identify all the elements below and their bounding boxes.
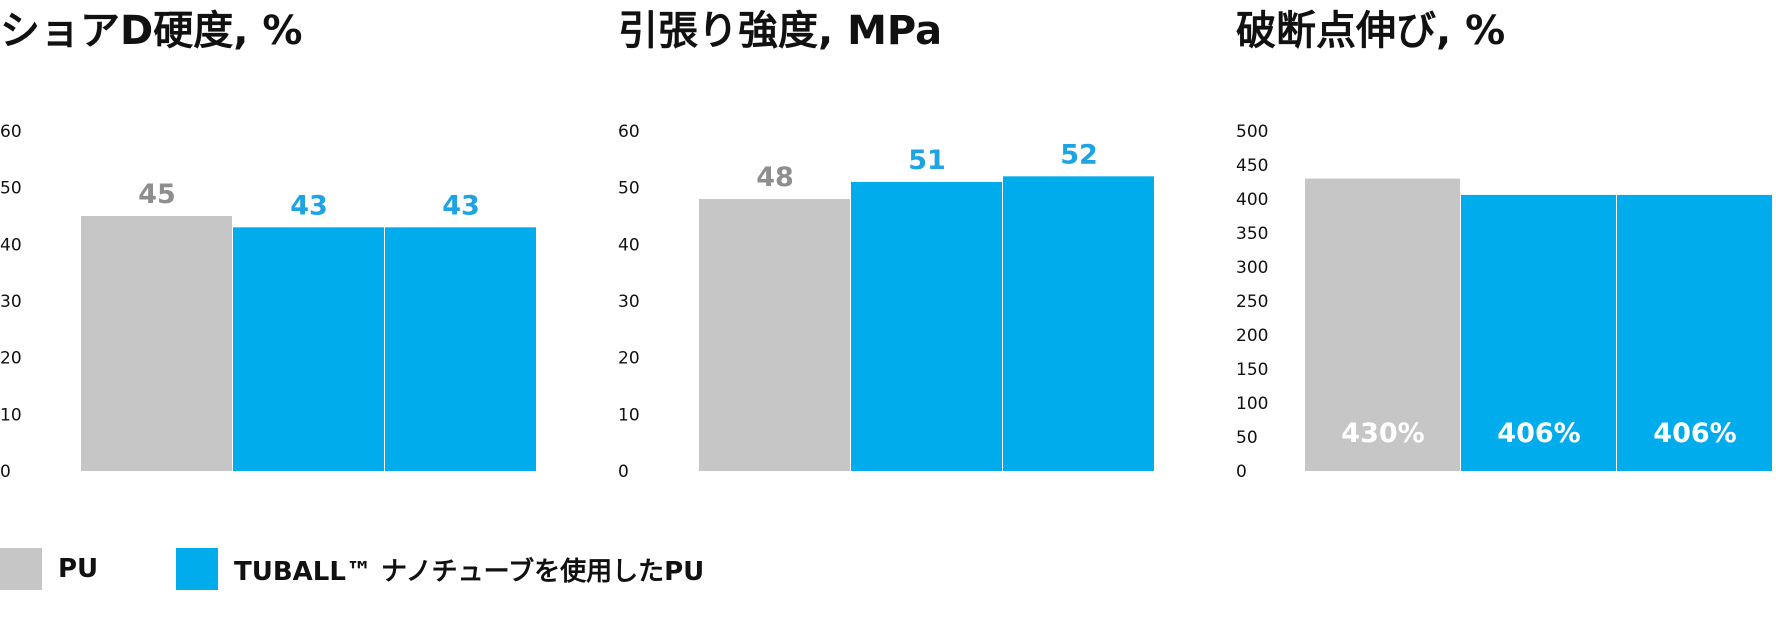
chart-1-data-label: 43 <box>442 190 480 221</box>
chart-3-ytick-label: 300 <box>1236 258 1268 278</box>
chart-3-ytick-label: 150 <box>1236 360 1268 380</box>
legend-tuball-swatch <box>176 548 218 590</box>
chart-3-ytick-label: 350 <box>1236 224 1268 244</box>
chart-1-ytick-label: 40 <box>0 235 22 255</box>
chart-3-title: 破断点伸び, % <box>1236 8 1505 54</box>
chart-3-ytick-label: 250 <box>1236 292 1268 312</box>
legend-pu: PU <box>0 548 98 590</box>
legend-tuball: TUBALL™ ナノチューブを使用したPU <box>176 548 704 590</box>
chart-3-ytick-label: 0 <box>1236 462 1247 482</box>
chart-1-ytick-label: 60 <box>0 122 22 142</box>
chart-1-ytick-label: 30 <box>0 292 22 312</box>
chart-3-bar <box>1305 178 1460 471</box>
chart-2-bar <box>1003 176 1154 472</box>
chart-2-data-label: 52 <box>1060 139 1098 170</box>
chart-1-ytick-label: 10 <box>0 405 22 425</box>
chart-3-data-label: 406% <box>1653 418 1736 449</box>
chart-3-bar <box>1461 194 1616 472</box>
chart-2-bar <box>699 199 850 471</box>
chart-3-ytick-label: 200 <box>1236 326 1268 346</box>
legend-pu-swatch <box>0 548 42 590</box>
chart-1-data-label: 45 <box>138 179 176 210</box>
chart-2-data-label: 51 <box>908 145 946 176</box>
chart-3-data-label: 430% <box>1341 418 1424 449</box>
chart-1-bar <box>81 216 232 471</box>
chart-3-data-label: 406% <box>1497 418 1580 449</box>
chart-3-ytick-label: 100 <box>1236 394 1268 414</box>
chart-2-ytick-label: 0 <box>618 462 629 482</box>
chart-2-data-label: 48 <box>756 162 794 193</box>
legend-tuball-label: TUBALL™ ナノチューブを使用したPU <box>234 556 705 587</box>
chart-2-bar <box>851 182 1002 471</box>
chart-1-ytick-label: 0 <box>0 462 11 482</box>
chart-3-bar <box>1617 194 1772 472</box>
chart-3-ytick-label: 400 <box>1236 190 1268 210</box>
chart-1-data-label: 43 <box>290 190 328 221</box>
chart-3-ytick-label: 50 <box>1236 428 1258 448</box>
chart-1-ytick-label: 50 <box>0 179 22 199</box>
chart-2-ytick-label: 60 <box>618 122 640 142</box>
chart-2-ytick-label: 50 <box>618 179 640 199</box>
chart-2-ytick-label: 40 <box>618 235 640 255</box>
chart-2-ytick-label: 30 <box>618 292 640 312</box>
chart-1-title: ショアD硬度, % <box>0 8 302 54</box>
chart-3-ytick-label: 450 <box>1236 156 1268 176</box>
chart-1-bar <box>233 227 384 471</box>
legend-pu-label: PU <box>58 554 99 584</box>
chart-1-bar <box>385 227 536 471</box>
chart-3-ytick-label: 500 <box>1236 122 1268 142</box>
chart-2-title: 引張り強度, MPa <box>618 8 942 54</box>
chart-1-ytick-label: 20 <box>0 349 22 369</box>
chart-2-ytick-label: 20 <box>618 349 640 369</box>
chart-2-ytick-label: 10 <box>618 405 640 425</box>
